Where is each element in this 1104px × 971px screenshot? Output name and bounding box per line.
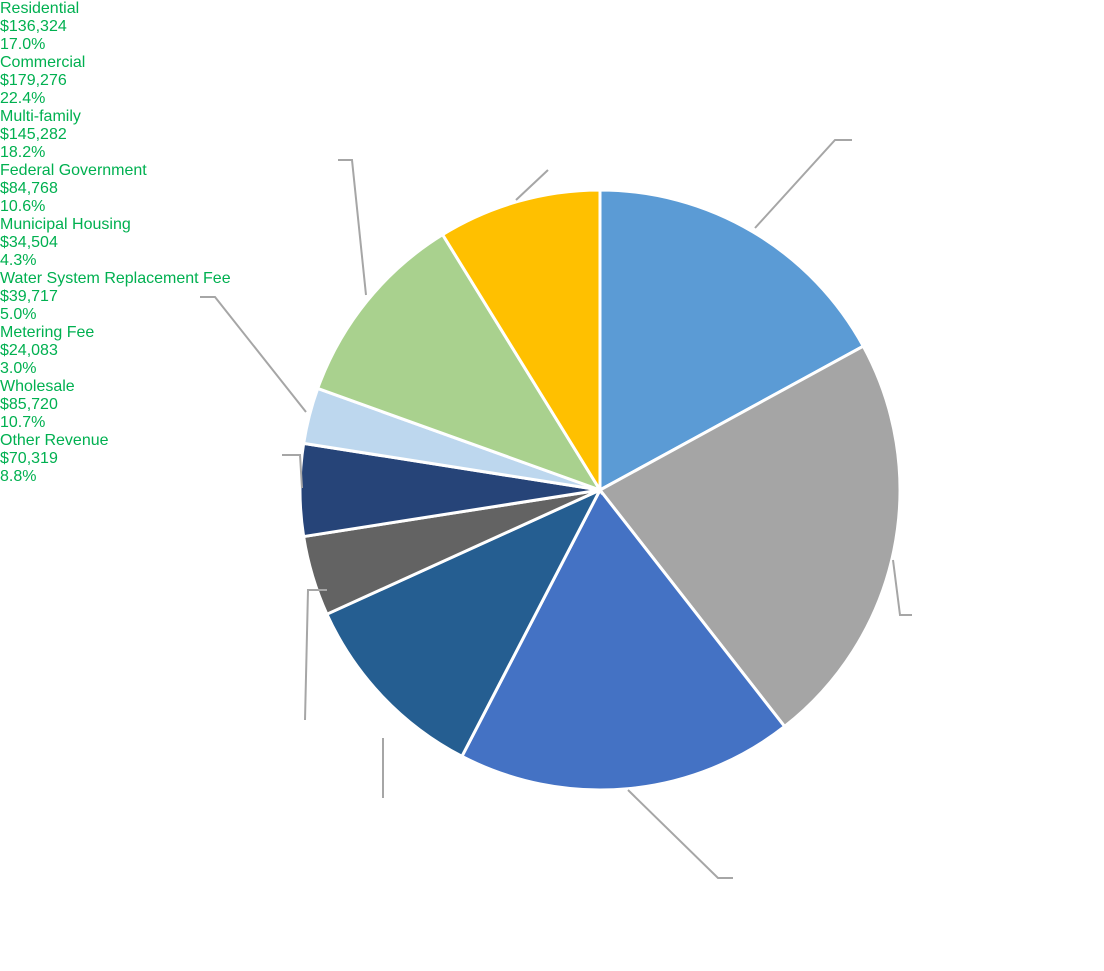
pie-slice <box>315 232 604 493</box>
percent-label: 10.6% <box>0 198 46 215</box>
percent-label: 4.3% <box>0 252 37 269</box>
category-label: Commercial <box>0 54 86 71</box>
value-label: $179,276 <box>0 72 67 89</box>
data-label: Commercial $179,276 22.4% <box>0 54 220 108</box>
data-label: Water System Replacement Fee $39,717 5.0% <box>0 270 280 324</box>
percent-label: 8.8% <box>0 468 37 485</box>
leader-line <box>304 589 327 721</box>
value-label: $145,282 <box>0 126 67 143</box>
category-label: Other Revenue <box>0 432 109 449</box>
data-label: Municipal Housing $34,504 4.3% <box>0 216 160 270</box>
pie-slice <box>597 344 902 729</box>
value-label: $136,324 <box>0 18 67 35</box>
pie-slice <box>440 188 602 496</box>
value-label: $24,083 <box>0 342 58 359</box>
percent-label: 18.2% <box>0 144 46 161</box>
value-label: $34,504 <box>0 234 58 251</box>
value-label: $70,319 <box>0 450 58 467</box>
category-label: Federal Government <box>0 162 147 179</box>
category-label: Municipal Housing <box>0 216 131 233</box>
leader-line <box>754 139 852 229</box>
category-label: Multi-family <box>0 108 81 125</box>
data-label: Federal Government $84,768 10.6% <box>0 162 230 216</box>
data-label: Other Revenue $70,319 8.8% <box>0 432 170 486</box>
data-label: Metering Fee $24,083 3.0% <box>0 324 270 378</box>
percent-label: 17.0% <box>0 36 46 53</box>
percent-label: 5.0% <box>0 306 37 323</box>
value-label: $39,717 <box>0 288 58 305</box>
category-label: Metering Fee <box>0 324 95 341</box>
data-label: Multi-family $145,282 18.2% <box>0 108 230 162</box>
leader-line <box>282 454 303 489</box>
leader-line <box>200 296 307 413</box>
leader-line <box>338 159 367 296</box>
leader-line <box>627 789 733 879</box>
pie-slice <box>598 188 866 493</box>
pie-slice <box>459 487 787 792</box>
data-label: Residential $136,324 17.0% <box>0 0 220 54</box>
percent-label: 3.0% <box>0 360 37 377</box>
value-label: $84,768 <box>0 180 58 197</box>
percent-label: 22.4% <box>0 90 46 107</box>
category-label: Wholesale <box>0 378 75 395</box>
leader-line <box>515 169 549 201</box>
percent-label: 10.7% <box>0 414 46 431</box>
leader-line <box>892 559 912 616</box>
value-label: $85,720 <box>0 396 58 413</box>
category-label: Water System Replacement Fee <box>0 270 231 287</box>
category-label: Residential <box>0 0 80 17</box>
data-label: Wholesale $85,720 10.7% <box>0 378 220 432</box>
pie-slice <box>324 486 604 759</box>
